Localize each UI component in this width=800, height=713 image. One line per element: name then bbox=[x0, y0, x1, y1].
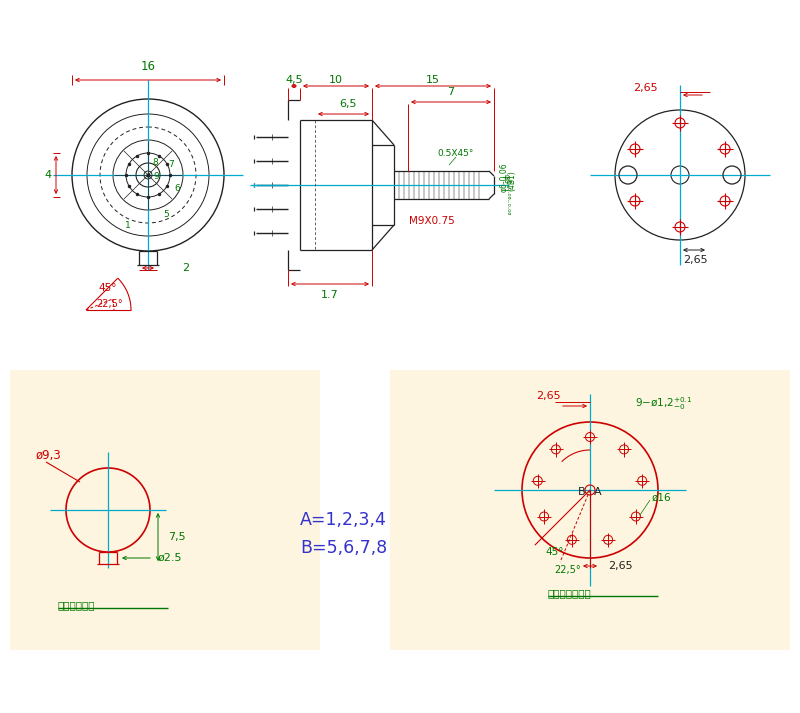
Text: A=1,2,3,4: A=1,2,3,4 bbox=[300, 511, 387, 529]
Text: 4,5: 4,5 bbox=[285, 75, 303, 85]
Bar bbox=[390, 370, 790, 650]
Text: 15: 15 bbox=[426, 75, 440, 85]
Text: ø9,3: ø9,3 bbox=[36, 449, 62, 463]
Text: 7,5: 7,5 bbox=[168, 532, 186, 542]
Text: 9: 9 bbox=[153, 172, 158, 181]
Text: 2,65: 2,65 bbox=[634, 83, 658, 93]
Text: (4B1): (4B1) bbox=[507, 170, 517, 191]
Text: 1: 1 bbox=[125, 222, 130, 230]
Text: 9$-$ø1,2$^{+0.1}_{-0}$: 9$-$ø1,2$^{+0.1}_{-0}$ bbox=[635, 396, 692, 412]
Text: 16: 16 bbox=[141, 61, 155, 73]
Text: 2,65: 2,65 bbox=[536, 391, 560, 401]
Text: 22,5°: 22,5° bbox=[554, 565, 582, 575]
Text: 7: 7 bbox=[447, 87, 454, 97]
Text: 22,5°: 22,5° bbox=[97, 299, 123, 309]
Text: ø2.5: ø2.5 bbox=[158, 553, 182, 563]
Text: 8: 8 bbox=[153, 158, 158, 167]
Text: 5: 5 bbox=[164, 210, 170, 220]
Text: 面板开孔尺寸: 面板开孔尺寸 bbox=[58, 600, 95, 610]
Text: B: B bbox=[578, 487, 586, 497]
Text: B=5,6,7,8: B=5,6,7,8 bbox=[300, 539, 387, 557]
Text: 2: 2 bbox=[182, 263, 190, 273]
Text: 1.7: 1.7 bbox=[321, 290, 339, 300]
Text: 4: 4 bbox=[45, 170, 51, 180]
Text: M9X0.75: M9X0.75 bbox=[409, 216, 454, 226]
Text: φ6-0.06: φ6-0.06 bbox=[499, 162, 509, 192]
Text: 0.5X45°: 0.5X45° bbox=[438, 148, 474, 158]
Text: 2,65: 2,65 bbox=[608, 561, 633, 571]
Text: 45°: 45° bbox=[546, 547, 564, 557]
Text: 10: 10 bbox=[329, 75, 343, 85]
Text: 7: 7 bbox=[168, 160, 174, 169]
Text: 45°: 45° bbox=[98, 283, 118, 293]
Bar bbox=[10, 370, 320, 650]
Text: 线路板开孔尺寸: 线路板开孔尺寸 bbox=[548, 588, 592, 598]
Text: ø16: ø16 bbox=[652, 493, 672, 503]
Text: 6,5: 6,5 bbox=[339, 99, 357, 109]
Text: 6: 6 bbox=[174, 184, 180, 193]
Text: φ6⁻⁰·⁰⁶⁻⁰·⁰⁶: φ6⁻⁰·⁰⁶⁻⁰·⁰⁶ bbox=[502, 174, 510, 216]
Text: A: A bbox=[594, 487, 602, 497]
Text: 2,65: 2,65 bbox=[682, 255, 707, 265]
